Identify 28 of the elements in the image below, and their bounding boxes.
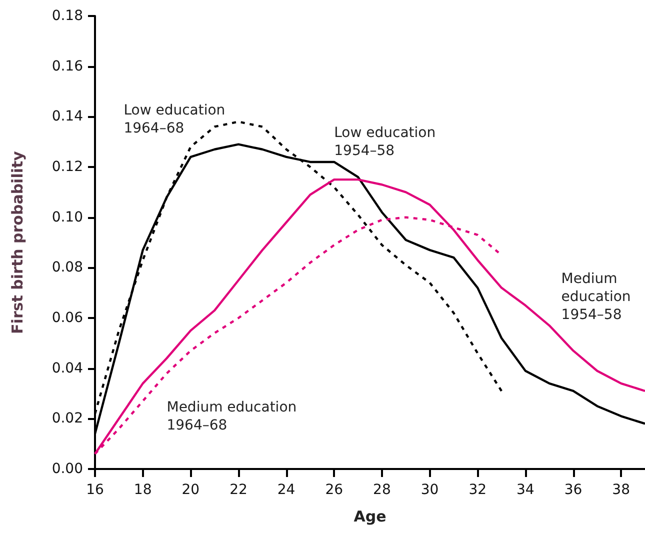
x-tick-label: 32 [468,482,487,498]
x-tick-label: 36 [564,482,582,498]
y-tick-label: 0.04 [52,360,84,376]
y-tick-label: 0.00 [52,461,83,477]
x-tick-label: 16 [86,482,104,498]
series-label: Medium education 1954–58 [561,271,631,324]
series-label: Low education 1954–58 [334,125,436,160]
x-tick-label: 28 [373,482,391,498]
x-tick-label: 34 [516,482,534,498]
x-tick-label: 30 [420,482,439,498]
series-label: Low education 1964–68 [124,102,226,137]
y-tick-label: 0.12 [52,159,83,175]
y-tick-label: 0.06 [52,310,84,326]
x-tick-label: 20 [182,482,200,498]
x-tick-label: 22 [230,482,248,498]
y-tick-label: 0.14 [52,108,84,125]
x-tick-label: 26 [325,482,344,498]
series-label: Medium education 1964–68 [166,400,297,434]
x-tick-label: 38 [612,482,630,498]
x-axis-title: Age [354,508,386,526]
y-tick-label: 0.16 [52,58,84,74]
y-tick-label: 0.02 [52,410,83,427]
y-tick-label: 0.08 [52,260,83,276]
y-axis-title: First birth probability [8,150,26,334]
x-tick-label: 18 [134,482,152,498]
x-tick-label: 24 [277,482,296,498]
y-tick-label: 0.18 [52,8,83,24]
y-tick-label: 0.10 [52,209,83,226]
